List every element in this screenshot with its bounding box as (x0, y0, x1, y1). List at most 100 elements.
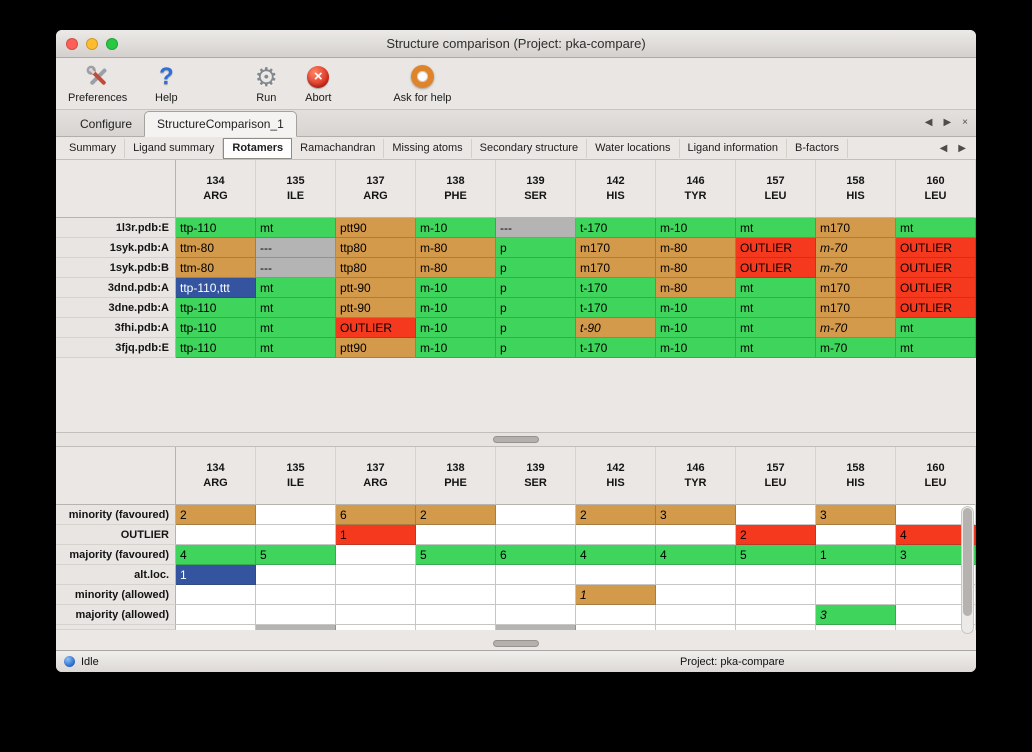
table-cell[interactable]: mt (736, 318, 816, 338)
table-cell[interactable] (896, 505, 976, 525)
subtab-b-factors[interactable]: B-factors (787, 138, 849, 158)
table-cell[interactable]: --- (256, 258, 336, 278)
bottom-resize-handle[interactable] (493, 640, 539, 647)
table-cell[interactable] (496, 525, 576, 545)
scrollbar-thumb[interactable] (963, 508, 972, 617)
table-cell[interactable]: m-70 (816, 258, 896, 278)
table-cell[interactable] (496, 585, 576, 605)
column-header[interactable]: 142 HIS (576, 160, 656, 218)
ask-for-help-button[interactable]: Ask for help (393, 62, 451, 104)
table-cell[interactable] (656, 585, 736, 605)
table-cell[interactable]: ttp-110 (176, 318, 256, 338)
table-cell[interactable]: 5 (256, 545, 336, 565)
table-cell[interactable]: mt (736, 298, 816, 318)
table-cell[interactable]: ttp80 (336, 238, 416, 258)
table-cell[interactable]: 3 (816, 605, 896, 625)
table-cell[interactable] (336, 605, 416, 625)
column-header[interactable]: 139 SER (496, 447, 576, 505)
table-cell[interactable]: 3 (896, 545, 976, 565)
table-cell[interactable]: m-70 (816, 338, 896, 358)
column-header[interactable]: 157 LEU (736, 160, 816, 218)
table-cell[interactable]: mt (896, 338, 976, 358)
table-cell[interactable] (336, 565, 416, 585)
tab-structure-comparison-1[interactable]: StructureComparison_1 (144, 111, 297, 137)
table-cell[interactable]: 1 (336, 525, 416, 545)
table-cell[interactable]: ttp-110 (176, 298, 256, 318)
row-label[interactable]: 1syk.pdb:B (56, 258, 176, 278)
table-cell[interactable] (336, 545, 416, 565)
table-cell[interactable]: --- (496, 218, 576, 238)
table-cell[interactable]: p (496, 298, 576, 318)
column-header[interactable]: 137 ARG (336, 447, 416, 505)
table-cell[interactable]: m-70 (816, 238, 896, 258)
table-cell[interactable]: m-10 (656, 318, 736, 338)
table-cell[interactable]: mt (256, 318, 336, 338)
table-cell[interactable]: mt (256, 338, 336, 358)
table-cell[interactable] (496, 605, 576, 625)
table-cell[interactable] (736, 605, 816, 625)
subtab-secondary-structure[interactable]: Secondary structure (472, 138, 588, 158)
column-header[interactable]: 137 ARG (336, 160, 416, 218)
table-cell[interactable]: m-10 (416, 218, 496, 238)
table-cell[interactable]: ttm-80 (176, 238, 256, 258)
subtab-summary[interactable]: Summary (61, 138, 126, 158)
table-cell[interactable]: mt (736, 278, 816, 298)
table-cell[interactable] (656, 605, 736, 625)
table-cell[interactable]: 2 (416, 505, 496, 525)
table-cell[interactable]: ttp-110,ttt (176, 278, 256, 298)
table-cell[interactable]: 1 (176, 565, 256, 585)
subtab-ligand-summary[interactable]: Ligand summary (125, 138, 224, 158)
table-cell[interactable]: m170 (816, 298, 896, 318)
table-cell[interactable]: 1 (576, 585, 656, 605)
row-label[interactable]: majority (favoured) (56, 545, 176, 565)
table-cell[interactable]: ptt-90 (336, 298, 416, 318)
table-cell[interactable] (336, 585, 416, 605)
table-cell[interactable] (176, 605, 256, 625)
table-cell[interactable] (416, 585, 496, 605)
table-cell[interactable]: m-10 (416, 318, 496, 338)
table-cell[interactable] (656, 525, 736, 545)
table-cell[interactable] (816, 585, 896, 605)
subtab-water-locations[interactable]: Water locations (587, 138, 680, 158)
table-cell[interactable]: m-80 (656, 278, 736, 298)
table-cell[interactable] (656, 565, 736, 585)
column-header[interactable]: 134 ARG (176, 160, 256, 218)
table-cell[interactable]: t-90 (576, 318, 656, 338)
tab-configure[interactable]: Configure (80, 117, 133, 131)
row-label[interactable]: alt.loc. (56, 565, 176, 585)
column-header[interactable]: 135 ILE (256, 447, 336, 505)
table-cell[interactable]: m-80 (416, 258, 496, 278)
table-cell[interactable]: ptt90 (336, 218, 416, 238)
table-cell[interactable] (416, 525, 496, 545)
table-cell[interactable] (256, 605, 336, 625)
table-cell[interactable]: OUTLIER (736, 258, 816, 278)
table-cell[interactable]: mt (736, 218, 816, 238)
column-header[interactable]: 158 HIS (816, 160, 896, 218)
table-cell[interactable] (256, 525, 336, 545)
column-header[interactable]: 139 SER (496, 160, 576, 218)
column-header[interactable]: 146 TYR (656, 160, 736, 218)
column-header[interactable]: 134 ARG (176, 447, 256, 505)
column-header[interactable]: 160 LEU (896, 160, 976, 218)
table-cell[interactable] (416, 565, 496, 585)
table-cell[interactable]: m-10 (656, 298, 736, 318)
table-cell[interactable]: ttm-80 (176, 258, 256, 278)
row-label[interactable]: 3fjq.pdb:E (56, 338, 176, 358)
table-cell[interactable]: OUTLIER (896, 238, 976, 258)
row-label[interactable]: minority (favoured) (56, 505, 176, 525)
table-cell[interactable] (256, 505, 336, 525)
table-cell[interactable]: m170 (576, 258, 656, 278)
table-cell[interactable] (816, 565, 896, 585)
table-cell[interactable]: 2 (176, 505, 256, 525)
row-label[interactable]: majority (allowed) (56, 605, 176, 625)
table-cell[interactable] (736, 565, 816, 585)
table-cell[interactable]: OUTLIER (896, 278, 976, 298)
subtab-rotamers[interactable]: Rotamers (223, 137, 293, 159)
table-cell[interactable]: 5 (416, 545, 496, 565)
row-label[interactable]: 3fhi.pdb:A (56, 318, 176, 338)
column-header[interactable]: 138 PHE (416, 160, 496, 218)
table-cell[interactable]: mt (736, 338, 816, 358)
table-cell[interactable]: mt (256, 218, 336, 238)
column-header[interactable]: 157 LEU (736, 447, 816, 505)
table-cell[interactable]: 6 (336, 505, 416, 525)
